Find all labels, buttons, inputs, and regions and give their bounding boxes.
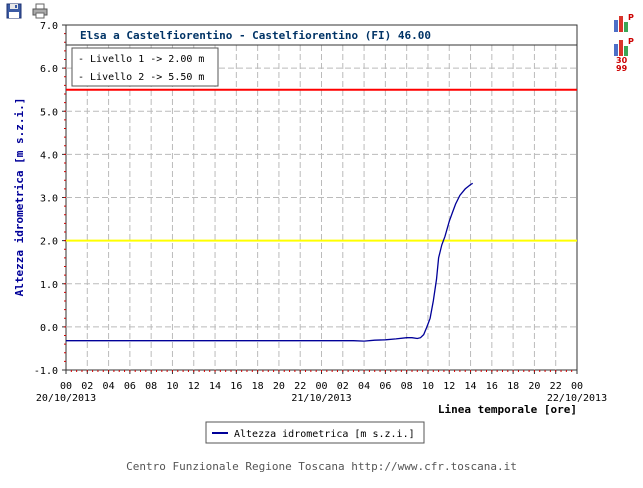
y-tick-label: 5.0 — [40, 107, 58, 118]
y-tick-label: 6.0 — [40, 64, 58, 75]
y-tick-label: 0.0 — [40, 323, 58, 334]
y-tick-label: -1.0 — [34, 366, 58, 377]
x-tick-label: 18 — [507, 381, 519, 392]
threshold-label-2: - Livello 2 -> 5.50 m — [78, 72, 204, 83]
bar-chart-p-3099-icon[interactable]: P 30 99 — [612, 36, 634, 73]
legend-box — [205, 421, 425, 444]
y-axis-label: Altezza idrometrica [m s.z.i.] — [13, 98, 26, 297]
bar-chart-p-icon[interactable]: P — [612, 12, 634, 34]
legend-entry: Altezza idrometrica [m s.z.i.] — [234, 429, 415, 440]
x-tick-label: 20 — [273, 381, 285, 392]
x-axis: 00 02 04 06 08 10 12 14 16 18 20 22 00 02 04 06 08 10 12 14… — [36, 370, 607, 404]
y-tick-label: 7.0 — [40, 21, 58, 32]
x-tick-label: 10 — [422, 381, 434, 392]
x-tick-label: 16 — [230, 381, 242, 392]
caption-99: 99 — [616, 64, 628, 72]
footer-credit: Centro Funzionale Regione Toscana http:/… — [126, 460, 517, 473]
x-tick-label: 00 — [315, 381, 327, 392]
threshold-lines — [66, 88, 577, 242]
date-label: 21/10/2013 — [291, 393, 351, 404]
y-tick-label: 2.0 — [40, 237, 58, 248]
x-axis-label: Linea temporale [ore] — [438, 403, 577, 416]
floppy-disk-icon[interactable] — [6, 3, 24, 21]
grid — [66, 45, 577, 370]
x-tick-label: 08 — [145, 381, 157, 392]
x-tick-label: 06 — [124, 381, 136, 392]
x-tick-label: 04 — [358, 381, 370, 392]
x-tick-label: 04 — [103, 381, 115, 392]
threshold-legend-box — [71, 47, 219, 87]
date-label: 22/10/2013 — [547, 393, 607, 404]
y-tick-label: 4.0 — [40, 150, 58, 161]
series-layer — [66, 182, 474, 342]
caption-30: 30 — [616, 56, 628, 65]
y-axis: 7.0 6.0 5.0 4.0 3.0 2.0 1.0 0.0 -1.0 — [34, 21, 66, 377]
title-box — [65, 24, 578, 46]
badge-p-1: P — [628, 13, 634, 22]
printer-icon[interactable] — [32, 3, 50, 21]
x-tick-label: 06 — [379, 381, 391, 392]
x-tick-label: 22 — [294, 381, 306, 392]
y-tick-label: 3.0 — [40, 194, 58, 205]
badge-p-2: P — [628, 37, 634, 46]
x-tick-label: 00 — [571, 381, 583, 392]
hydrometric-chart: 7.0 6.0 5.0 4.0 3.0 2.0 1.0 0.0 -1.0 00 02 04 06 08 1… — [13, 21, 607, 444]
x-tick-label: 20 — [528, 381, 540, 392]
x-tick-label: 22 — [550, 381, 562, 392]
y-tick-label: 1.0 — [40, 280, 58, 291]
x-tick-label: 02 — [81, 381, 93, 392]
chart-title: Elsa a Castelfiorentino - Castelfiorenti… — [80, 29, 431, 42]
x-tick-label: 18 — [252, 381, 264, 392]
x-tick-label: 12 — [188, 381, 200, 392]
date-label: 20/10/2013 — [36, 393, 96, 404]
x-tick-label: 08 — [401, 381, 413, 392]
x-tick-label: 12 — [443, 381, 455, 392]
x-tick-label: 10 — [166, 381, 178, 392]
x-tick-label: 00 — [60, 381, 72, 392]
x-tick-label: 14 — [465, 381, 477, 392]
x-tick-label: 02 — [337, 381, 349, 392]
x-tick-label: 14 — [209, 381, 221, 392]
threshold-label-1: - Livello 1 -> 2.00 m — [78, 54, 204, 65]
series-line — [66, 182, 474, 342]
x-tick-label: 16 — [486, 381, 498, 392]
